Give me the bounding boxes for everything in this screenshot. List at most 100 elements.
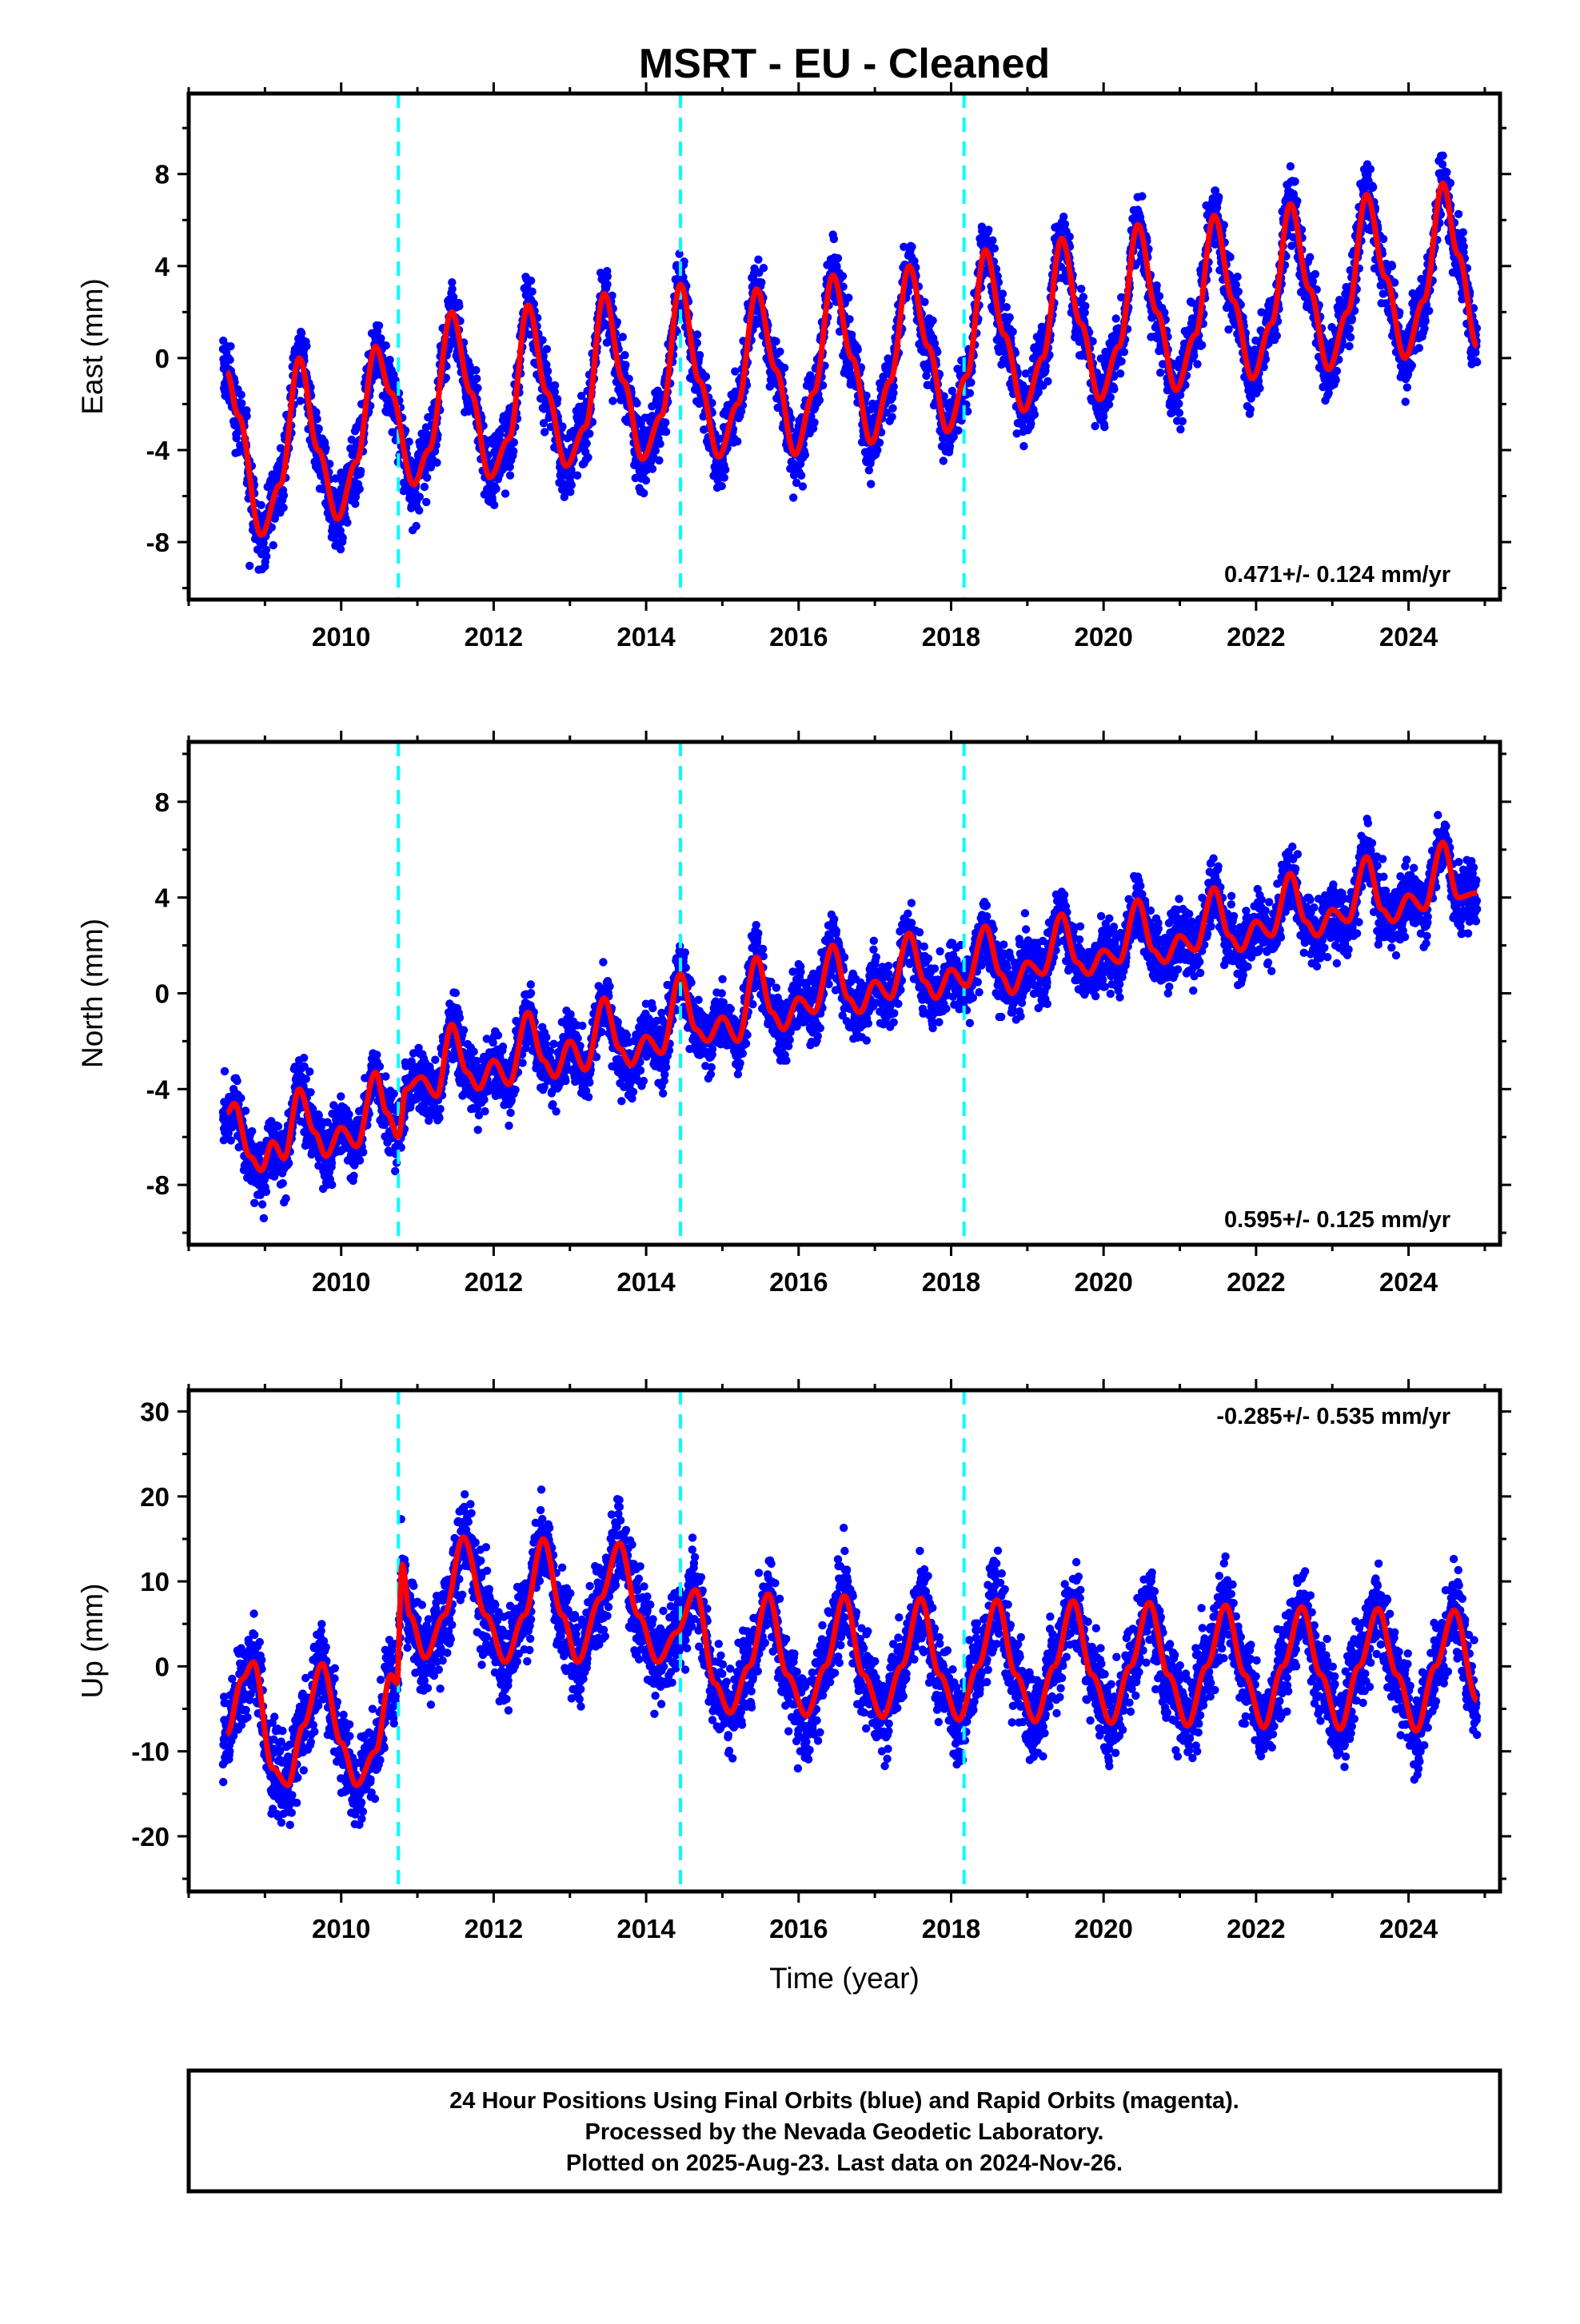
observation-point — [583, 440, 591, 448]
observation-point — [1100, 423, 1108, 431]
observation-point — [1179, 417, 1187, 425]
observation-point — [1247, 405, 1255, 413]
observation-point — [721, 465, 729, 473]
observation-point — [865, 466, 873, 474]
observation-point — [262, 552, 270, 560]
observation-point — [1311, 270, 1319, 278]
observation-point — [772, 337, 780, 345]
observation-point — [1369, 183, 1377, 191]
observation-point — [845, 315, 853, 323]
observation-point — [257, 501, 265, 509]
observation-point — [1175, 409, 1183, 417]
observation-point — [1346, 325, 1354, 333]
observation-point — [608, 397, 616, 405]
observation-point — [1081, 302, 1089, 310]
observation-point — [422, 498, 430, 506]
observation-point — [1235, 288, 1243, 296]
observation-point — [1402, 397, 1410, 405]
observation-point — [940, 456, 948, 464]
observation-point — [527, 277, 535, 285]
observation-point — [621, 361, 629, 369]
observation-point — [640, 489, 648, 497]
observation-point — [377, 334, 385, 342]
observation-point — [448, 285, 456, 293]
observation-point — [509, 447, 517, 455]
observation-point — [1156, 369, 1164, 377]
observation-point — [490, 501, 498, 509]
observation-point — [544, 367, 552, 375]
observation-point — [1031, 410, 1039, 418]
observation-point — [1347, 333, 1355, 341]
observation-point — [405, 437, 413, 445]
observation-point — [585, 429, 593, 437]
observation-point — [1332, 376, 1340, 384]
observation-point — [757, 278, 765, 286]
observation-point — [1379, 235, 1387, 243]
observation-point — [412, 522, 420, 530]
observation-point — [473, 374, 481, 382]
observation-point — [1367, 165, 1375, 173]
observation-point — [718, 482, 726, 490]
observation-point — [237, 391, 245, 399]
observation-point — [1107, 393, 1115, 401]
observation-point — [702, 373, 710, 381]
observation-point — [472, 366, 480, 374]
observation-point — [844, 293, 852, 301]
observation-point — [584, 453, 592, 461]
observation-point — [568, 481, 576, 489]
observation-point — [538, 336, 546, 344]
observation-point — [385, 356, 393, 364]
observation-point — [1190, 352, 1198, 360]
observation-point — [604, 273, 612, 281]
observation-point — [655, 456, 663, 464]
observation-point — [662, 428, 670, 436]
observation-point — [375, 321, 383, 329]
observation-point — [642, 476, 650, 484]
observation-point — [693, 330, 701, 338]
observation-point — [928, 317, 936, 325]
observation-point — [760, 264, 768, 272]
observation-point — [620, 351, 628, 359]
observation-point — [1306, 253, 1314, 261]
observation-point — [225, 356, 233, 364]
observation-point — [696, 351, 704, 359]
observation-point — [991, 245, 999, 253]
observation-point — [543, 345, 551, 353]
observation-point — [1233, 273, 1241, 281]
observation-point — [506, 471, 514, 479]
observation-point — [1105, 401, 1113, 409]
observation-point — [888, 405, 896, 413]
observation-point — [999, 289, 1007, 297]
observation-point — [226, 342, 234, 350]
observation-point — [920, 298, 928, 306]
observation-point — [1403, 383, 1411, 391]
observation-point — [337, 545, 345, 553]
observation-point — [834, 254, 842, 262]
observation-point — [619, 333, 627, 341]
observation-point — [780, 364, 788, 372]
observation-point — [356, 485, 364, 493]
observation-point — [416, 492, 424, 500]
observation-point — [839, 272, 847, 280]
observation-point — [1077, 285, 1085, 293]
observation-point — [1042, 362, 1050, 370]
observation-point — [1155, 292, 1163, 300]
observation-point — [279, 504, 287, 512]
observation-point — [1116, 369, 1124, 377]
observation-point — [867, 480, 875, 488]
observation-point — [1079, 293, 1087, 301]
observation-point — [661, 418, 669, 426]
observation-point — [339, 534, 347, 542]
observation-point — [558, 422, 566, 430]
observation-point — [245, 562, 253, 570]
observation-point — [455, 302, 463, 310]
observation-point — [1215, 193, 1223, 201]
observation-point — [1008, 328, 1016, 336]
observation-point — [269, 541, 277, 549]
observation-point — [1287, 162, 1295, 170]
observation-point — [237, 399, 245, 407]
observation-point — [988, 237, 996, 245]
observation-point — [652, 447, 660, 455]
observation-point — [789, 493, 797, 501]
